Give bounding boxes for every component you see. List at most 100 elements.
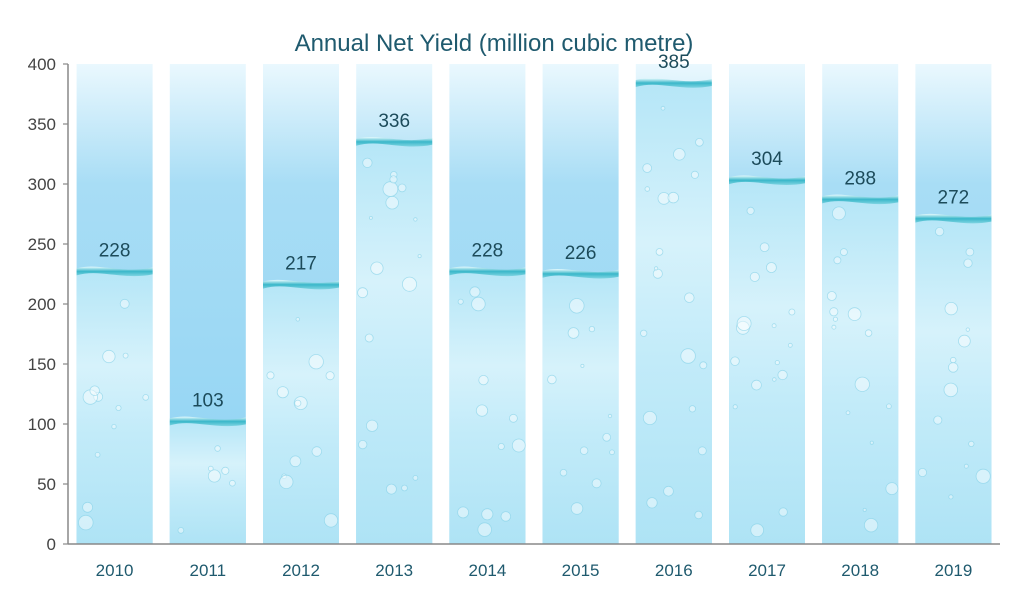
bubble: [862, 507, 867, 512]
bar-2011: [169, 64, 246, 544]
bubble: [749, 271, 760, 282]
y-tick-0: 0: [47, 535, 56, 554]
bubble: [944, 301, 958, 316]
bubble: [102, 349, 116, 364]
y-axis: 0 50 100 150 200 250 300 350 400: [28, 55, 69, 554]
bubble: [787, 342, 793, 348]
bubble: [965, 247, 975, 257]
bubble: [547, 374, 557, 385]
bubble: [673, 148, 686, 161]
bubble: [311, 446, 323, 457]
x-tick-2016: 2016: [655, 561, 693, 580]
bubble: [385, 195, 399, 210]
water-surface-2017: [729, 175, 805, 185]
bubble: [750, 523, 764, 537]
bubble: [864, 329, 873, 337]
bubble: [609, 449, 615, 456]
bubble: [478, 374, 489, 386]
bubble: [943, 382, 959, 398]
bubble: [93, 391, 104, 402]
bubble: [958, 334, 971, 348]
x-tick-2018: 2018: [841, 561, 879, 580]
bars-group: [76, 64, 992, 545]
bar-2017: [729, 64, 805, 544]
bubble: [295, 317, 300, 322]
bubble: [655, 248, 664, 256]
bubble: [142, 394, 150, 401]
bubble: [826, 291, 837, 301]
bubble: [229, 479, 236, 487]
x-tick-2010: 2010: [96, 561, 134, 580]
bubble: [788, 308, 796, 316]
bubble: [358, 439, 368, 450]
bubble: [697, 446, 707, 456]
bubble: [111, 423, 117, 430]
bubble: [885, 482, 899, 496]
bubble: [207, 469, 221, 483]
bubble: [950, 356, 957, 364]
y-tick-300: 300: [28, 175, 56, 194]
bubble: [730, 356, 740, 366]
bubble: [511, 438, 526, 453]
bubble: [777, 369, 788, 381]
bubble: [412, 475, 419, 481]
bubble: [778, 507, 788, 517]
x-tick-2014: 2014: [468, 561, 506, 580]
bubble: [667, 191, 680, 204]
bubble: [122, 352, 129, 359]
bar-fill-2014: [449, 270, 526, 544]
bubble: [266, 371, 275, 380]
bubbles-2014: [457, 286, 526, 537]
bubble: [475, 404, 489, 417]
bubble: [276, 386, 289, 399]
bubble: [362, 157, 373, 168]
bubbles-2012: [266, 317, 339, 528]
water-surface-2015: [542, 269, 619, 279]
bubble: [78, 514, 94, 531]
bubble: [869, 440, 874, 445]
bubble: [214, 445, 221, 452]
chart-title: Annual Net Yield (million cubic metre): [295, 30, 694, 57]
bubble: [886, 403, 892, 410]
x-tick-2013: 2013: [375, 561, 413, 580]
bubble: [653, 266, 659, 271]
bubble: [602, 432, 611, 442]
bubbles-2016: [640, 105, 708, 520]
bubbles-2019: [918, 227, 991, 500]
bubble: [370, 261, 384, 275]
bubble: [847, 307, 862, 321]
bubble: [471, 296, 486, 312]
bubble: [289, 455, 302, 468]
bubble: [832, 206, 846, 221]
bubble: [840, 248, 848, 257]
bubble: [94, 451, 101, 458]
data-label-2011: 103: [192, 390, 224, 411]
data-label-2017: 304: [751, 149, 783, 170]
bubble: [308, 354, 324, 370]
bubble: [771, 323, 777, 329]
bubble: [570, 502, 584, 515]
bubble: [89, 385, 100, 396]
bar-2010: [76, 64, 153, 544]
y-tick-50: 50: [37, 475, 56, 494]
bar-2013: [356, 64, 433, 545]
bubble: [579, 446, 589, 455]
bubble: [567, 327, 580, 339]
bubble: [364, 333, 374, 343]
bubble: [948, 494, 954, 500]
water-surface-2013: [356, 137, 433, 147]
water-surface-2019: [915, 213, 992, 224]
bubble: [119, 298, 130, 309]
data-label-2012: 217: [285, 254, 317, 275]
bubble: [559, 469, 568, 477]
bubble: [732, 404, 738, 410]
bubble: [845, 410, 851, 416]
bar-2015: [542, 64, 619, 544]
bubble: [497, 442, 505, 450]
data-label-2019: 272: [938, 188, 970, 209]
bubble: [684, 292, 695, 303]
bubbles-2017: [730, 206, 796, 537]
bubble: [854, 376, 870, 392]
bubble: [365, 419, 379, 432]
